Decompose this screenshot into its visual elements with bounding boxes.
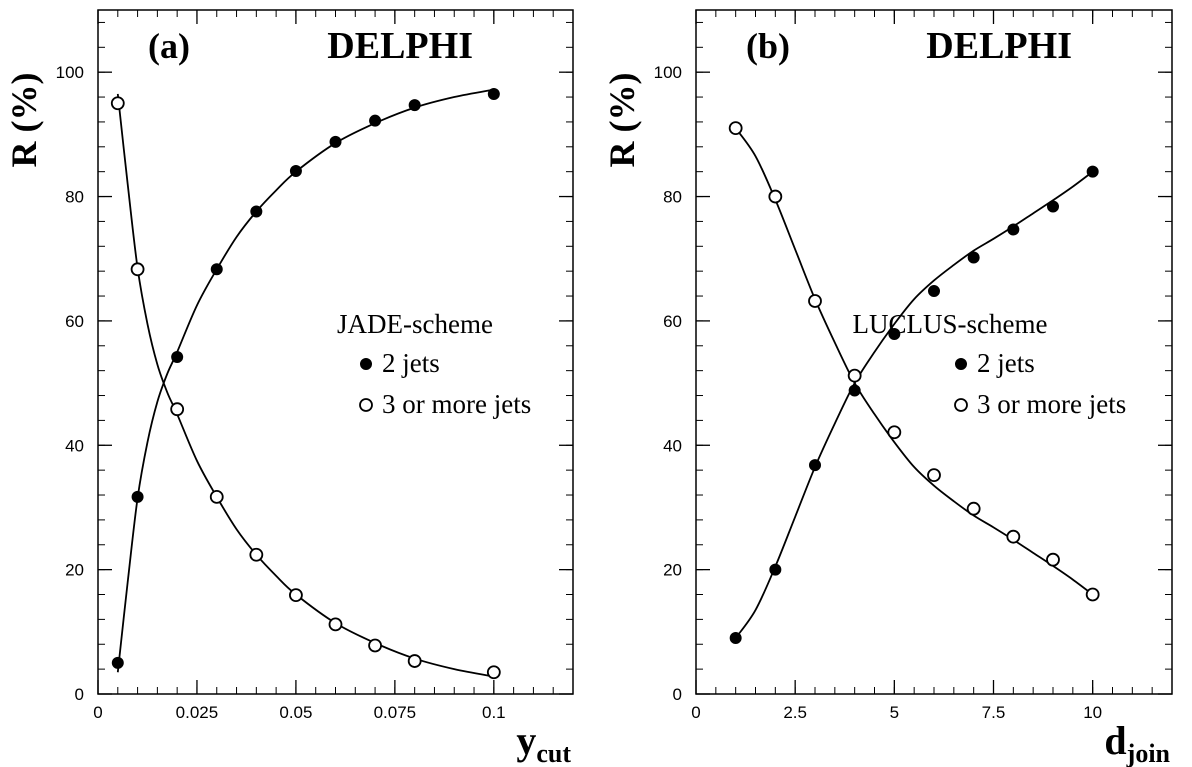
data-point-three-or-more-jets xyxy=(486,665,501,680)
fit-curve-three-or-more-jets xyxy=(734,127,1094,596)
legend-marker-three-or-more-jets xyxy=(954,398,968,412)
y-tick-label: 60 xyxy=(65,312,84,331)
legend-title: LUCLUS-scheme xyxy=(853,309,1048,339)
x-tick-label: 10 xyxy=(1083,703,1102,722)
data-point-two-jets xyxy=(250,205,263,218)
x-axis-label: ycut xyxy=(516,718,571,767)
panel-a: 0 0.025 0.05 0.075 0.1 0 20 40 60 80 100 R (%) ycut (… xyxy=(4,9,574,767)
legend-marker-two-jets xyxy=(360,358,372,370)
data-point-two-jets xyxy=(967,251,980,264)
x-tick-label: 0 xyxy=(691,703,700,722)
data-point-three-or-more-jets xyxy=(1046,552,1060,567)
data-point-three-or-more-jets xyxy=(249,547,264,562)
y-tick-label: 80 xyxy=(65,188,84,207)
x-tick-label: 5 xyxy=(890,703,899,722)
data-point-three-or-more-jets xyxy=(927,468,941,483)
data-point-three-or-more-jets xyxy=(328,617,343,632)
experiment-label: DELPHI xyxy=(926,25,1072,67)
x-axis-label: djoin xyxy=(1104,718,1170,767)
data-point-two-jets xyxy=(809,459,821,472)
x-tick-label: 2.5 xyxy=(783,703,807,722)
data-point-three-or-more-jets xyxy=(130,262,145,277)
fit-curve-two-jets xyxy=(734,170,1094,639)
data-point-two-jets xyxy=(131,490,144,503)
panel-label: (a) xyxy=(148,26,190,66)
fit-curve-three-or-more-jets xyxy=(116,93,494,678)
data-point-two-jets xyxy=(1007,223,1020,236)
y-tick-label: 0 xyxy=(673,685,682,704)
data-point-three-or-more-jets xyxy=(728,121,743,136)
fit-curve-two-jets xyxy=(116,88,494,673)
legend-title: JADE-scheme xyxy=(337,309,493,339)
y-tick-label: 100 xyxy=(56,63,84,82)
y-tick-label: 20 xyxy=(663,561,682,580)
data-point-two-jets xyxy=(329,135,342,148)
x-tick-label: 0 xyxy=(93,703,102,722)
data-point-three-or-more-jets xyxy=(368,638,382,653)
data-point-three-or-more-jets xyxy=(847,368,862,383)
x-tick-label: 7.5 xyxy=(982,703,1006,722)
data-point-two-jets xyxy=(369,114,382,127)
experiment-label: DELPHI xyxy=(327,25,473,67)
x-axis-label-subscript: cut xyxy=(536,739,571,767)
y-tick-label: 40 xyxy=(65,436,84,455)
y-axis-label: R (%) xyxy=(602,73,642,168)
x-tick-label: 0.075 xyxy=(374,703,417,722)
data-point-two-jets xyxy=(111,656,124,669)
data-point-two-jets xyxy=(1086,165,1099,178)
data-point-three-or-more-jets xyxy=(289,588,303,603)
legend-marker-two-jets xyxy=(955,358,967,370)
x-axis-label-subscript: join xyxy=(1126,739,1171,767)
data-point-three-or-more-jets xyxy=(808,294,822,308)
y-tick-label: 100 xyxy=(654,63,682,82)
data-point-two-jets xyxy=(848,384,861,397)
data-point-two-jets xyxy=(928,285,940,298)
y-tick-label: 0 xyxy=(75,685,84,704)
x-axis-label-main: d xyxy=(1104,718,1126,763)
y-tick-label: 60 xyxy=(663,312,682,331)
plot-frame xyxy=(695,9,1173,695)
x-tick-label: 0.1 xyxy=(482,703,506,722)
y-axis-label: R (%) xyxy=(4,73,44,168)
data-point-three-or-more-jets xyxy=(170,402,185,417)
data-point-two-jets xyxy=(769,563,782,576)
y-tick-label: 20 xyxy=(65,561,84,580)
legend-entry-three-or-more-jets: 3 or more jets xyxy=(382,389,531,419)
x-axis-label-main: y xyxy=(516,718,536,763)
data-point-two-jets xyxy=(1047,200,1059,213)
data-point-three-or-more-jets xyxy=(887,425,902,440)
data-point-two-jets xyxy=(289,165,302,178)
data-point-two-jets xyxy=(888,327,901,340)
data-point-three-or-more-jets xyxy=(768,189,783,204)
plot-frame xyxy=(97,9,574,695)
data-point-three-or-more-jets xyxy=(966,501,981,516)
x-tick-label: 0.025 xyxy=(176,703,219,722)
data-point-three-or-more-jets xyxy=(1085,587,1100,602)
y-tick-label: 40 xyxy=(663,436,682,455)
data-point-two-jets xyxy=(171,350,184,363)
data-point-three-or-more-jets xyxy=(1006,529,1021,544)
panel-label: (b) xyxy=(746,26,790,66)
data-point-three-or-more-jets xyxy=(407,654,422,668)
legend-entry-two-jets: 2 jets xyxy=(382,348,440,378)
data-point-two-jets xyxy=(408,99,421,112)
legend-entry-two-jets: 2 jets xyxy=(977,348,1035,378)
legend-marker-three-or-more-jets xyxy=(359,398,373,412)
data-point-three-or-more-jets xyxy=(110,96,125,111)
data-point-two-jets xyxy=(487,87,500,100)
data-point-two-jets xyxy=(729,632,742,645)
data-point-three-or-more-jets xyxy=(209,489,224,504)
y-tick-label: 80 xyxy=(663,188,682,207)
data-point-two-jets xyxy=(210,263,223,276)
x-tick-label: 0.05 xyxy=(279,703,312,722)
legend-entry-three-or-more-jets: 3 or more jets xyxy=(977,389,1126,419)
